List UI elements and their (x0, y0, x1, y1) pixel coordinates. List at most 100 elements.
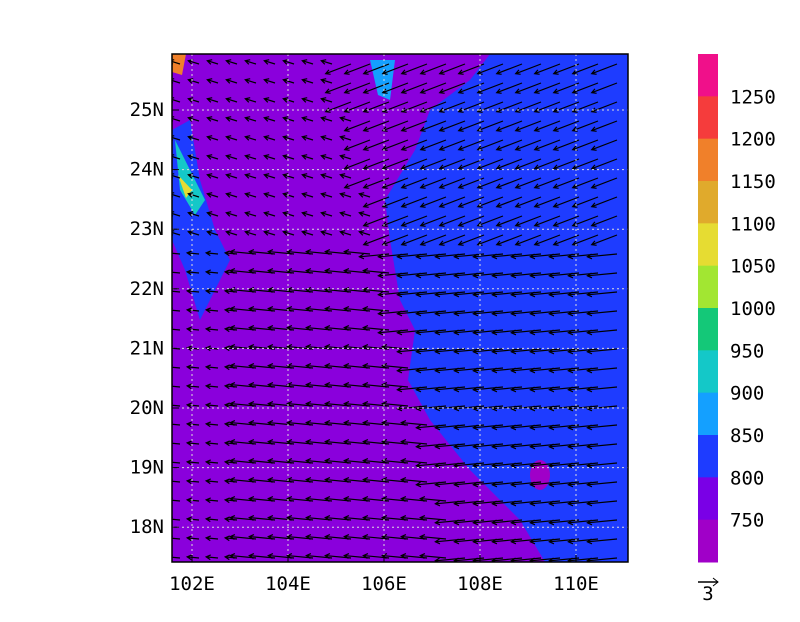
wind-arrow (434, 557, 466, 562)
wind-arrow (491, 329, 523, 336)
wind-arrow (419, 177, 447, 189)
wind-arrow (339, 230, 352, 236)
wind-arrow (377, 291, 409, 298)
colorbar-label: 1250 (730, 86, 776, 108)
wind-arrow (586, 272, 618, 279)
wind-arrow (400, 234, 428, 246)
wind-arrow (510, 462, 542, 469)
wind-arrow (529, 519, 561, 526)
wind-arrow (567, 500, 599, 507)
wind-arrow (491, 291, 523, 298)
wind-arrow (343, 63, 371, 75)
wind-arrow (510, 443, 542, 450)
wind-arrow (514, 215, 542, 227)
wind-arrow (415, 424, 447, 431)
wind-arrow (453, 424, 485, 431)
wind-arrow (400, 177, 428, 189)
wind-arrow (320, 154, 333, 160)
wind-arrow (225, 116, 238, 122)
wind-arrow (223, 364, 238, 371)
wind-arrow (206, 173, 219, 179)
wind-arrow (434, 272, 466, 279)
wind-arrow (187, 135, 200, 141)
wind-arrow (301, 154, 314, 160)
wind-arrow (320, 211, 333, 217)
wind-arrow (453, 557, 485, 562)
wind-arrow (223, 421, 238, 428)
wind-arrow (533, 82, 561, 94)
wind-arrow (472, 253, 504, 260)
wind-arrow (510, 557, 542, 562)
wind-arrow (185, 383, 200, 390)
wind-arrow (400, 101, 428, 113)
axes: 102E 104E 106E 108E 110E 25N 24N 23N 22N 21N 20N 19… (130, 99, 599, 595)
wind-arrow (419, 496, 447, 502)
wind-arrow (571, 120, 599, 132)
wind-arrow (204, 421, 219, 428)
wind-arrow (320, 230, 333, 236)
wind-arrow (362, 234, 390, 246)
wind-arrow (548, 348, 580, 355)
wind-arrow (567, 291, 599, 298)
wind-arrow (172, 402, 181, 409)
reference-label: 3 (702, 583, 713, 605)
wind-arrow (172, 516, 181, 523)
wind-arrow (567, 348, 599, 355)
y-tick-label: 22N (130, 278, 164, 300)
wind-arrow (510, 386, 542, 393)
wind-arrow (400, 215, 428, 227)
wind-arrow (590, 234, 618, 246)
wind-arrow (438, 120, 466, 132)
wind-arrow (415, 329, 447, 336)
wind-arrow (320, 59, 333, 65)
wind-arrow (400, 139, 428, 151)
wind-arrow (362, 139, 390, 151)
wind-arrow (204, 383, 219, 390)
wind-arrow (282, 116, 295, 122)
wind-arrow (533, 215, 561, 227)
colorbar-box (698, 308, 718, 351)
wind-arrow (282, 173, 295, 179)
wind-arrow (400, 420, 428, 426)
colorbar-box (698, 54, 718, 97)
y-tick-label: 24N (130, 159, 164, 181)
colorbar-box (698, 350, 718, 394)
wind-arrow (453, 405, 485, 412)
wind-arrow (548, 557, 580, 562)
wind-arrow (206, 59, 219, 65)
wind-arrow (472, 500, 504, 507)
wind-arrow (510, 405, 542, 412)
x-tick-label: 104E (265, 573, 311, 595)
wind-arrow (590, 63, 618, 75)
wind-arrow (552, 177, 580, 189)
wind-arrow (206, 230, 219, 236)
wind-arrow (185, 554, 200, 561)
wind-arrow (548, 253, 580, 260)
wind-arrow (362, 82, 390, 94)
wind-arrow (282, 97, 295, 103)
wind-arrow (434, 291, 466, 298)
y-tick-label: 25N (130, 99, 164, 121)
wind-arrow (586, 310, 618, 317)
wind-arrow (244, 135, 257, 141)
wind-arrow (548, 424, 580, 431)
wind-arrow (362, 268, 390, 274)
wind-arrow (204, 459, 219, 466)
wind-arrow (185, 269, 200, 276)
wind-arrow (185, 364, 200, 371)
wind-arrow (320, 173, 333, 179)
wind-arrow (400, 82, 428, 94)
wind-arrow (362, 196, 390, 208)
wind-arrow (206, 135, 219, 141)
wind-arrow (263, 135, 276, 141)
wind-arrow (301, 192, 314, 198)
wind-arrow (415, 386, 447, 393)
wind-arrow (495, 101, 523, 113)
wind-arrow (529, 367, 561, 374)
wind-arrow (415, 481, 447, 488)
wind-arrow (510, 424, 542, 431)
wind-arrow (339, 211, 352, 217)
wind-arrow (457, 234, 485, 246)
wind-arrow (206, 116, 219, 122)
wind-arrow (172, 554, 181, 561)
